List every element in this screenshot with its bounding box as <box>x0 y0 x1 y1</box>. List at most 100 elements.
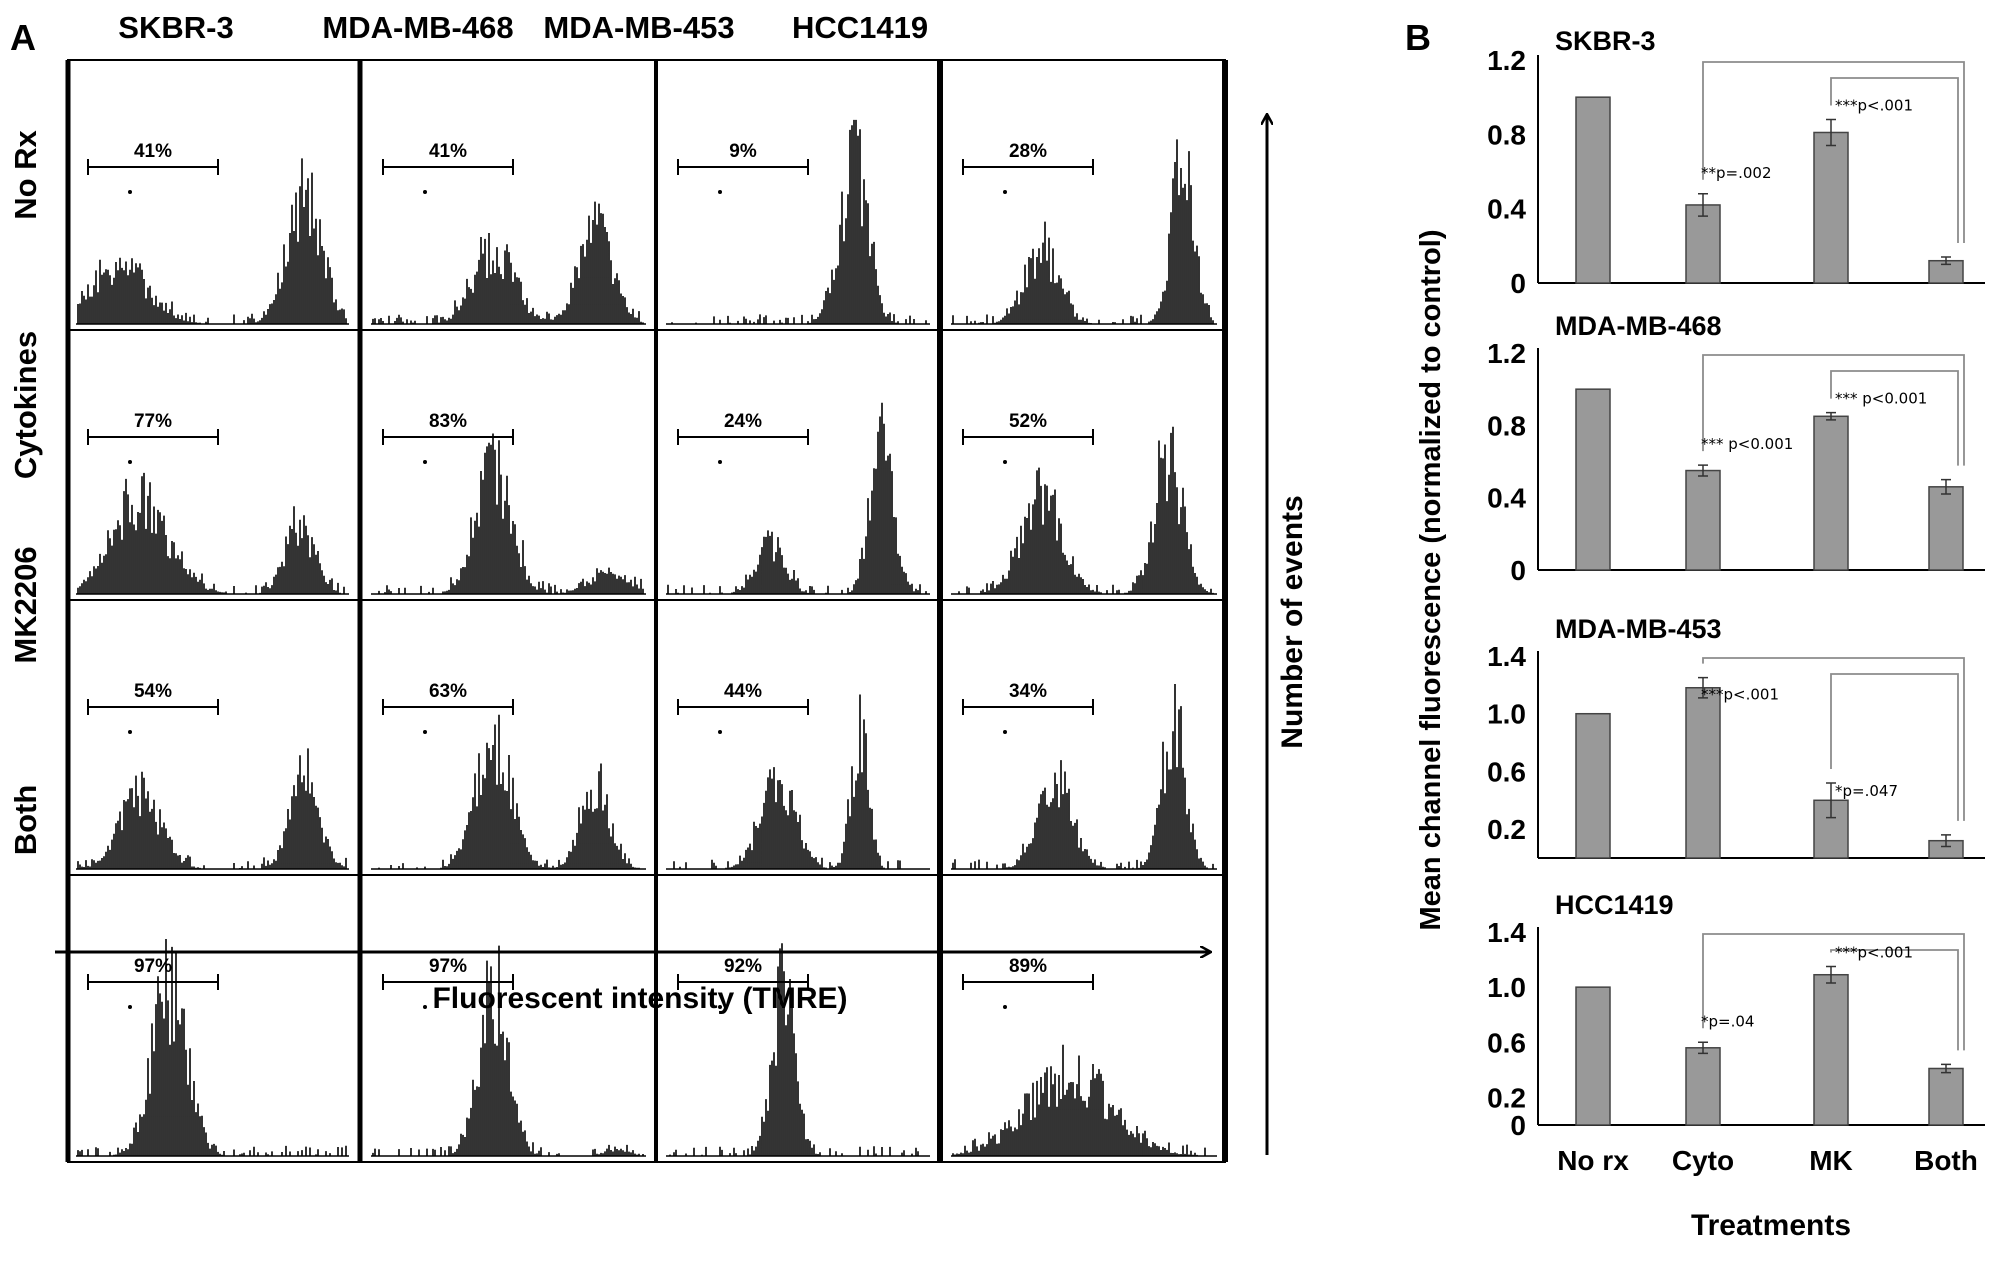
histogram-bars <box>958 426 1214 594</box>
histogram-cell: 54% <box>76 681 349 870</box>
histogram-bars <box>673 694 901 869</box>
histogram-bars <box>952 1044 1206 1156</box>
error-bar <box>1698 193 1708 217</box>
error-bar <box>1698 464 1708 477</box>
gate-percentage: 63% <box>429 681 467 702</box>
gate-percentage: 97% <box>429 956 467 977</box>
histogram-bars <box>77 472 345 594</box>
bar-charts: 0 0.4 0.8 1.2 SKBR-3 **p=.002 ***p<.001 0 0.4 0.8… <box>1487 26 1985 1176</box>
bar <box>1928 486 1964 571</box>
panel-a-ylabel: Number of events <box>1276 495 1309 748</box>
histogram-cell: 24% <box>666 402 930 595</box>
gate-dot <box>423 730 427 734</box>
histogram-cell: 28% <box>951 139 1217 325</box>
panel-b-ylabel: Mean channel fluorescence (normalized to… <box>1415 230 1447 931</box>
error-bar <box>1698 676 1708 699</box>
bar-chart: 0.2 0.6 1.0 1.4 MDA-MB-453 ***p<.001 *p=.047 <box>1487 614 1985 859</box>
significance-label: *** p<0.001 <box>1835 390 1927 408</box>
histogram-bars <box>671 119 927 324</box>
y-tick-label: 0.6 <box>1487 1027 1526 1058</box>
significance-label: *p=.047 <box>1835 782 1898 800</box>
bar <box>1813 973 1849 1126</box>
y-tick-label: 1.2 <box>1487 338 1526 369</box>
histogram-bars <box>378 433 644 594</box>
chart-title: MDA-MB-468 <box>1555 311 1722 341</box>
significance-bracket <box>1830 673 1959 821</box>
significance-bracket <box>1702 61 1965 243</box>
gate-percentage: 41% <box>134 141 172 162</box>
gate-percentage: 77% <box>134 411 172 432</box>
histogram-cell: 41% <box>76 141 349 325</box>
gate-percentage: 41% <box>429 141 467 162</box>
gate-dot <box>128 190 132 194</box>
column-label-skbr3: SKBR-3 <box>118 10 233 45</box>
error-bar <box>1941 1063 1951 1074</box>
y-tick-label: 0.2 <box>1487 1082 1526 1113</box>
error-bar <box>1941 478 1951 495</box>
y-tick-label: 0.8 <box>1487 119 1526 150</box>
y-tick-label: 1.0 <box>1487 699 1526 730</box>
gate-dot <box>128 1005 132 1009</box>
gate-percentage: 89% <box>1009 956 1047 977</box>
panel-a-xlabel: Fluorescent intensity (TMRE) <box>432 982 847 1015</box>
bar <box>1575 388 1611 571</box>
bar <box>1575 986 1611 1126</box>
error-bar <box>1826 782 1836 819</box>
gate-percentage: 28% <box>1009 141 1047 162</box>
bar <box>1685 1047 1721 1126</box>
gate-percentage: 83% <box>429 411 467 432</box>
chart-title: MDA-MB-453 <box>1555 614 1722 644</box>
gate-percentage: 97% <box>134 956 172 977</box>
histogram-cell: 92% <box>666 943 930 1157</box>
histogram-cell: 97% <box>76 939 349 1157</box>
column-label-mda468: MDA-MB-468 <box>322 10 513 45</box>
bar <box>1813 131 1849 284</box>
histogram-cell: 52% <box>951 411 1217 595</box>
gate-dot <box>1003 730 1007 734</box>
significance-bracket <box>1702 933 1965 1051</box>
row-label-cytokines: Cytokines <box>8 331 43 479</box>
error-bar <box>1826 411 1836 421</box>
significance-label: *** p<0.001 <box>1701 435 1793 453</box>
significance-label: **p=.002 <box>1701 164 1772 182</box>
y-tick-label: 1.4 <box>1487 641 1526 672</box>
histogram-cell: 34% <box>951 681 1217 870</box>
significance-bracket <box>1830 77 1959 243</box>
histogram-bars <box>77 748 347 869</box>
error-bar <box>1826 965 1836 984</box>
histogram-bars <box>77 939 347 1156</box>
error-bar <box>1826 118 1836 147</box>
y-tick-label: 1.2 <box>1487 45 1526 76</box>
gate-dot <box>1003 460 1007 464</box>
histogram-bars <box>378 714 640 869</box>
gate-percentage: 24% <box>724 411 762 432</box>
bar-chart: 00.2 0.6 1.0 1.4 HCC1419 *p=.04 ***p<.001 <box>1487 890 1985 1141</box>
gate-percentage: 9% <box>729 141 757 162</box>
histogram-grid: 41% 41% 9% 28% 77% 83% 24% 52% 54% 63% 44% 34% 97% 97… <box>65 59 1228 1163</box>
gate-dot <box>718 730 722 734</box>
gate-dot <box>128 460 132 464</box>
significance-label: *p=.04 <box>1701 1012 1754 1030</box>
histogram-bars <box>669 943 919 1156</box>
row-label-no-rx: No Rx <box>8 129 43 219</box>
gate-percentage: 34% <box>1009 681 1047 702</box>
y-tick-label: 0.2 <box>1487 814 1526 845</box>
significance-label: ***p<.001 <box>1835 943 1913 961</box>
histogram-bars <box>952 684 1214 869</box>
gate-dot <box>423 190 427 194</box>
panel-a-letter: A <box>10 17 36 58</box>
histogram-bars <box>952 139 1214 324</box>
bar <box>1928 1067 1964 1126</box>
gate-dot <box>1003 190 1007 194</box>
significance-bracket <box>1830 949 1959 1051</box>
bar-chart: 0 0.4 0.8 1.2 MDA-MB-468 *** p<0.001 *** p<0.0… <box>1487 311 1985 586</box>
histogram-cell: 63% <box>371 681 646 870</box>
gate-dot <box>423 460 427 464</box>
bar <box>1685 204 1721 284</box>
histogram-cell: 44% <box>666 681 930 870</box>
gate-dot <box>128 730 132 734</box>
histogram-cell: 77% <box>76 411 349 595</box>
error-bar <box>1698 1041 1708 1055</box>
gate-dot <box>423 1005 427 1009</box>
bar-chart: 0 0.4 0.8 1.2 SKBR-3 **p=.002 ***p<.001 <box>1487 26 1985 299</box>
